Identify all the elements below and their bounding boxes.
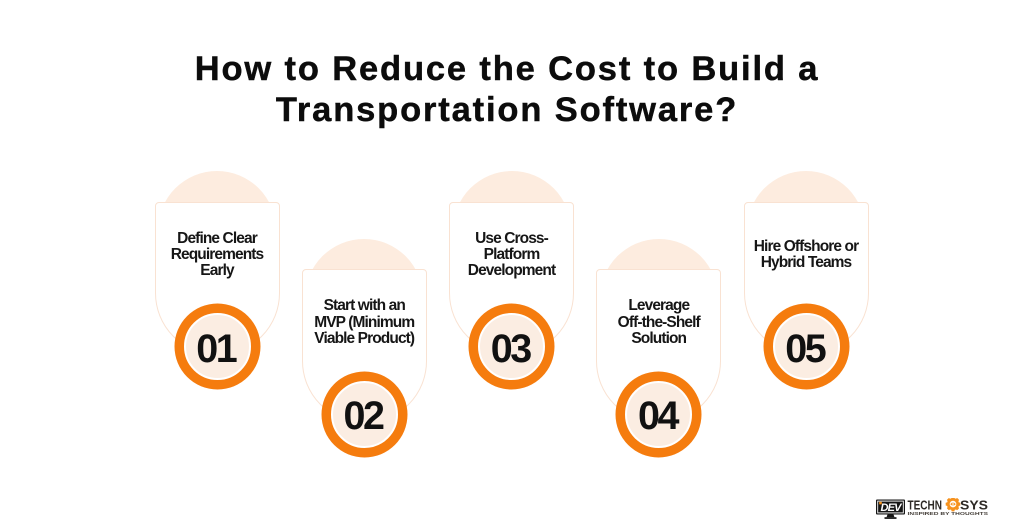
svg-text:SYS: SYS (960, 498, 988, 512)
svg-text:INSPIRED BY THOUGHTS: INSPIRED BY THOUGHTS (908, 511, 989, 516)
svg-text:DEV: DEV (880, 502, 903, 514)
svg-text:TECHN: TECHN (908, 498, 943, 512)
